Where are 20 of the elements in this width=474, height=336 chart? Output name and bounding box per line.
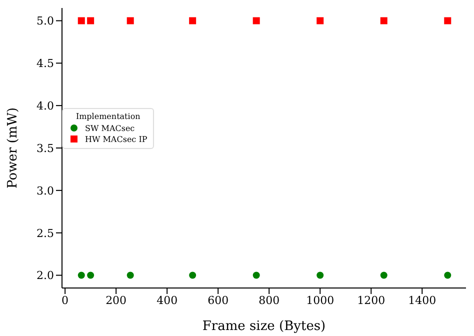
y-tick-label: 2.5 (36, 226, 54, 240)
x-tick-label: 1000 (306, 294, 334, 307)
x-tick-label: 0 (62, 294, 69, 307)
y-tick-label: 3.5 (36, 142, 54, 155)
y-tick-label: 5.0 (36, 14, 54, 28)
x-tick-label: 400 (156, 294, 178, 307)
x-tick-label: 600 (208, 294, 229, 307)
x-tick-label: 800 (258, 294, 280, 307)
y-axis-title: Power (mW) (6, 107, 21, 189)
y-tick-label: 2.0 (36, 269, 54, 282)
legend-label: SW MACsec (85, 124, 135, 132)
y-tick-label: 4.5 (36, 57, 54, 70)
legend-label: HW MACsec IP (85, 134, 148, 144)
x-tick-label: 1400 (408, 294, 436, 307)
x-axis-title: Frame size (Bytes) (202, 319, 326, 334)
x-tick-label: 200 (106, 294, 127, 307)
y-tick-label: 4.0 (36, 99, 54, 112)
legend-title: Implementation (74, 112, 142, 121)
x-tick-label: 1200 (357, 294, 386, 307)
y-tick-label: 3.0 (36, 184, 54, 198)
